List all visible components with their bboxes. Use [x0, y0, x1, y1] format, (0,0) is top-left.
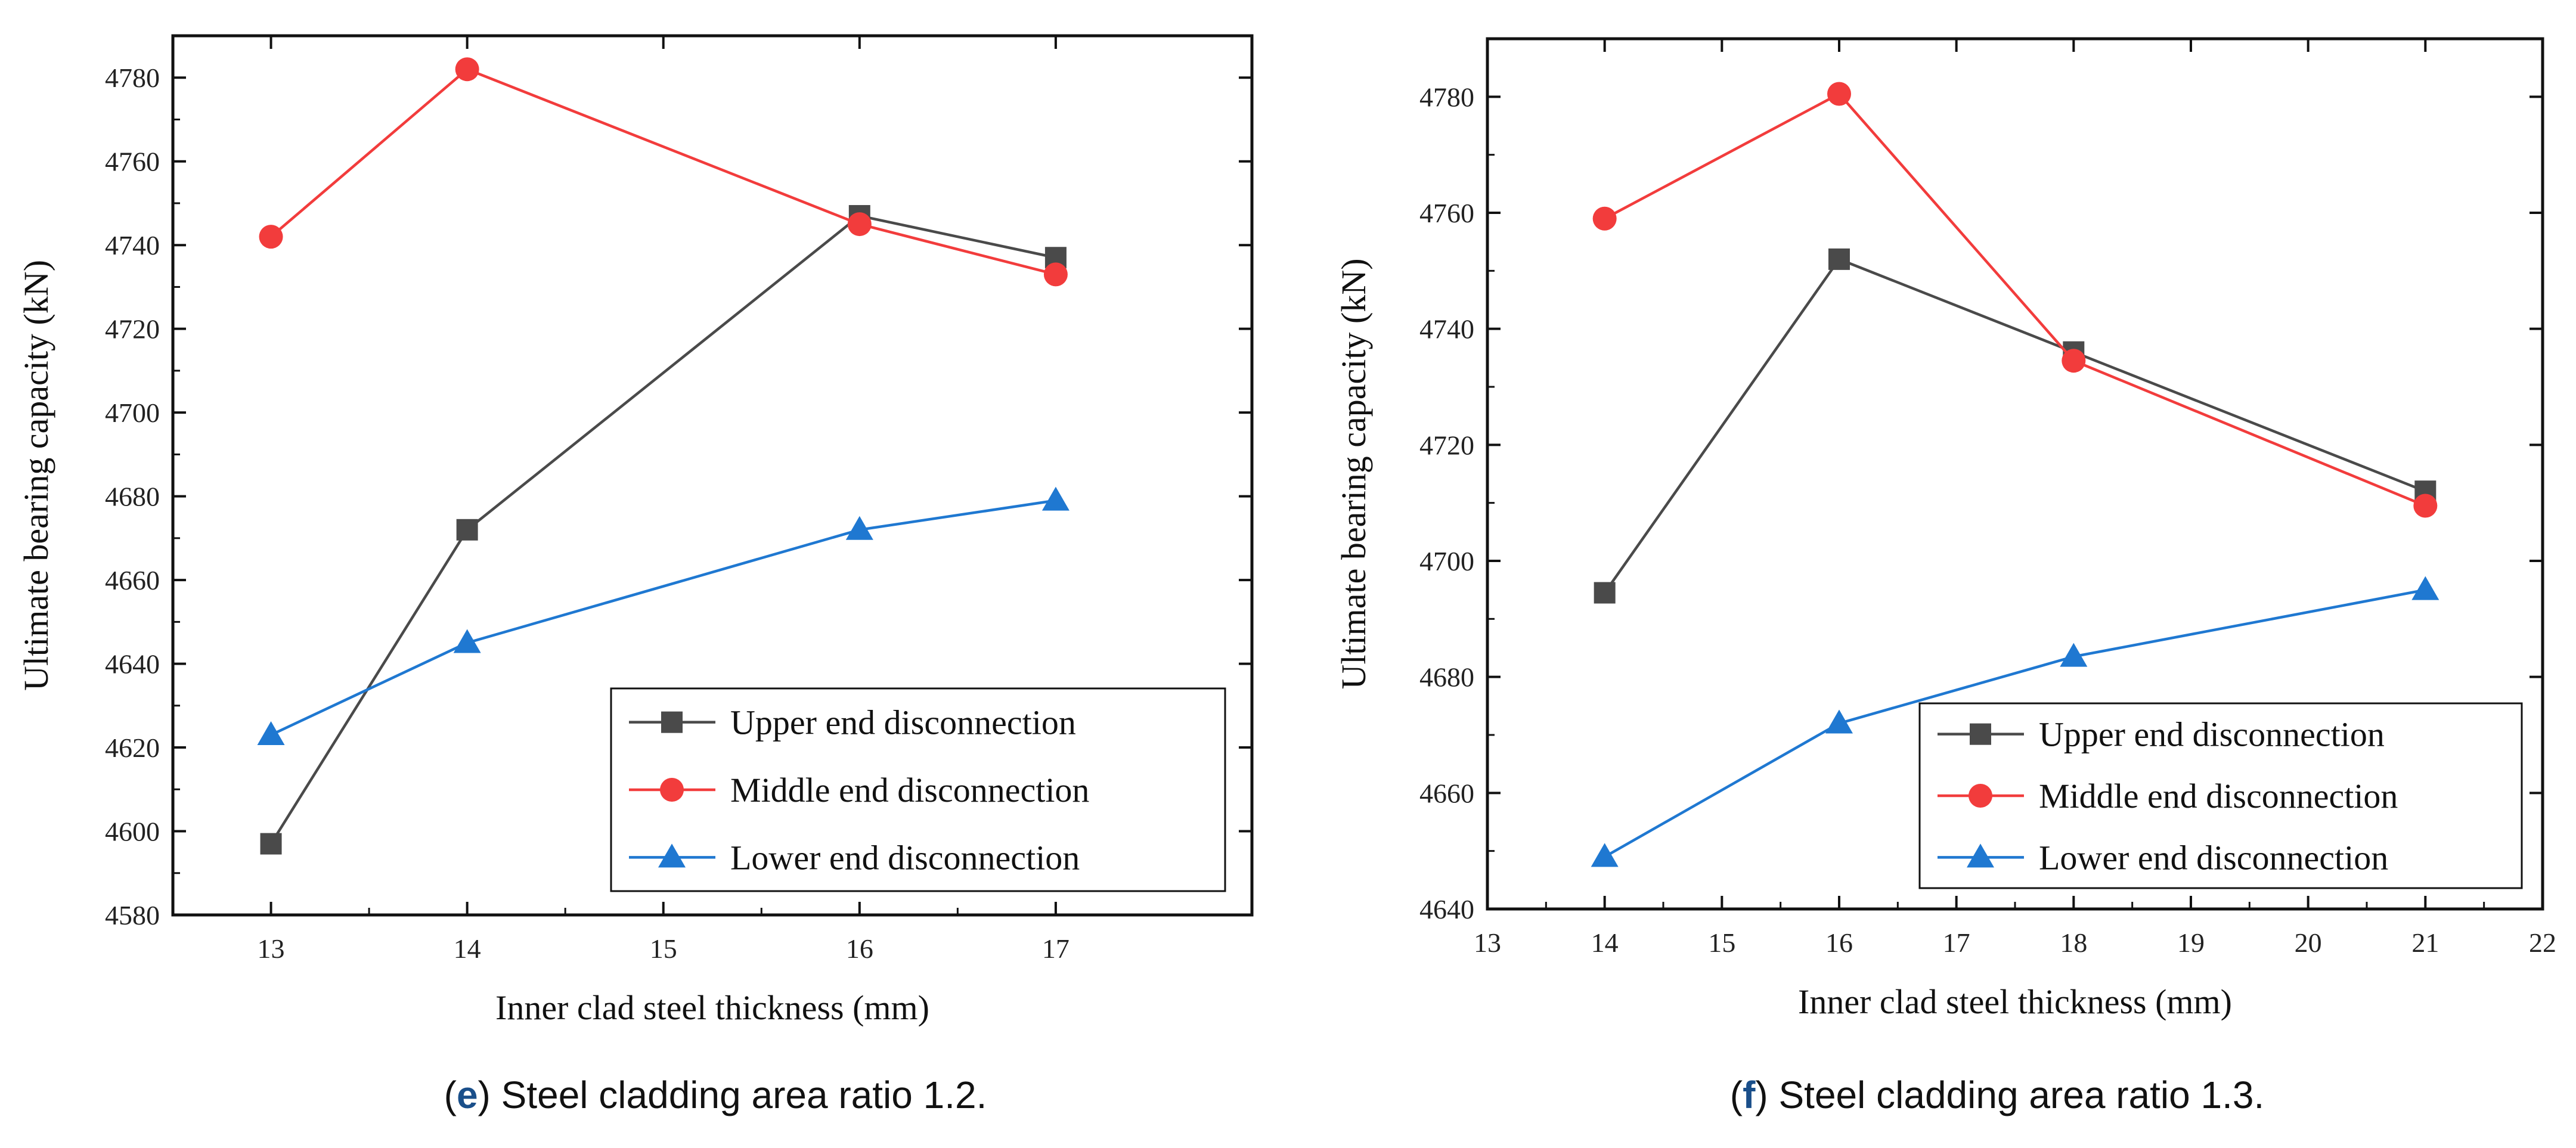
data-point	[2411, 576, 2439, 600]
data-point	[845, 516, 873, 540]
data-point	[2060, 643, 2088, 667]
legend-item-lower-end-disconnection: Lower end disconnection	[629, 838, 1080, 877]
chart-f: 13 14 15 16 17 18 19 20 21 22 4640 4660 4680 4700 4720…	[1334, 37, 2556, 1021]
y-tick-label: 4640	[105, 649, 160, 680]
y-tick-label: 4600	[105, 817, 160, 847]
y-axis-label: Ultimate bearing capacity (kN)	[17, 260, 55, 691]
x-axis-label: Inner clad steel thickness (mm)	[1798, 982, 2232, 1021]
x-tick-label: 16	[1825, 927, 1853, 958]
x-tick-label: 19	[2177, 927, 2205, 958]
caption-text-f: Steel cladding area ratio 1.3.	[1768, 1073, 2265, 1116]
data-point	[847, 212, 872, 237]
x-axis-label: Inner clad steel thickness (mm)	[495, 988, 929, 1027]
data-point	[2062, 349, 2086, 373]
legend-marker	[660, 778, 684, 802]
x-tick-label: 14	[1591, 927, 1619, 958]
data-point	[1592, 206, 1617, 231]
y-tick-label: 4660	[1419, 778, 1474, 808]
x-tick-label: 16	[846, 933, 873, 964]
legend-label: Lower end disconnection	[2039, 838, 2388, 877]
y-tick-label: 4760	[105, 147, 160, 177]
series-lower-end-disconnection	[1591, 576, 2439, 867]
x-tick-label: 17	[1042, 933, 1070, 964]
x-tick-label: 13	[258, 933, 285, 964]
y-tick-label: 4700	[105, 398, 160, 428]
data-point	[453, 629, 481, 653]
data-point	[259, 225, 283, 249]
y-tick-label: 4740	[105, 230, 160, 260]
y-tick-label: 4720	[105, 314, 160, 345]
legend-label: Lower end disconnection	[730, 838, 1080, 877]
legend-label: Upper end disconnection	[2039, 715, 2385, 754]
legend-label: Middle end disconnection	[2039, 777, 2398, 815]
y-tick-label: 4680	[1419, 662, 1474, 693]
y-axis-label: Ultimate bearing capacity (kN)	[1334, 258, 1373, 689]
legend-label: Middle end disconnection	[730, 771, 1089, 809]
legend: Upper end disconnection Middle end discon…	[1918, 702, 2523, 889]
legend-item-middle-end-disconnection: Middle end disconnection	[1938, 777, 2398, 815]
y-tick-label: 4640	[1419, 894, 1474, 924]
plot-frame	[171, 34, 1254, 917]
legend-marker	[658, 843, 686, 868]
caption-text-e: Steel cladding area ratio 1.2.	[490, 1073, 987, 1116]
data-point	[1043, 262, 1068, 287]
legend: Upper end disconnection Middle end discon…	[610, 687, 1226, 892]
y-tick-label: 4620	[105, 733, 160, 763]
x-tick-label: 15	[1708, 927, 1735, 958]
legend-label: Upper end disconnection	[730, 703, 1076, 742]
x-tick-label: 21	[2411, 927, 2439, 958]
data-point	[1591, 843, 1619, 867]
x-tick-label: 22	[2529, 927, 2556, 958]
series-line	[1603, 257, 2426, 594]
data-point	[1041, 486, 1070, 511]
y-tick-label: 4780	[1419, 82, 1474, 112]
data-point	[1828, 248, 1850, 270]
series-line	[269, 214, 1056, 845]
data-point	[456, 519, 478, 541]
y-tick-label: 4660	[105, 565, 160, 595]
legend-item-lower-end-disconnection: Lower end disconnection	[1938, 838, 2388, 877]
legend-marker	[661, 711, 683, 733]
data-point	[257, 721, 285, 745]
x-tick-label: 17	[1943, 927, 1970, 958]
series-line	[270, 499, 1056, 737]
x-tick-label: 13	[1474, 927, 1501, 958]
y-tick-label: 4780	[105, 63, 160, 93]
series-upper-end-disconnection	[1594, 248, 2436, 604]
y-tick-label: 4580	[105, 900, 160, 930]
series-line	[1604, 92, 2426, 507]
series-lower-end-disconnection	[257, 486, 1070, 745]
x-tick-label: 15	[650, 933, 677, 964]
series-line	[270, 67, 1056, 276]
data-point	[1825, 709, 1853, 734]
y-tick-label: 4680	[105, 482, 160, 512]
chart-e: 13 14 15 16 17 4580 4600 4620 4640 4660 4680 4700 47…	[17, 34, 1254, 1027]
y-tick-label: 4740	[1419, 314, 1474, 345]
data-point	[455, 57, 479, 82]
caption-e: (e) Steel cladding area ratio 1.2.	[444, 1073, 987, 1116]
x-tick-label: 14	[454, 933, 481, 964]
y-tick-label: 4700	[1419, 546, 1474, 576]
data-point	[1594, 582, 1616, 604]
data-point	[2413, 494, 2438, 518]
y-tick-label: 4760	[1419, 198, 1474, 228]
y-tick-label: 4720	[1419, 430, 1474, 460]
series-middle-end-disconnection	[259, 57, 1068, 287]
caption-letter-e: e	[456, 1073, 478, 1116]
caption-letter-f: f	[1743, 1073, 1756, 1116]
legend-item-middle-end-disconnection: Middle end disconnection	[629, 771, 1089, 809]
x-tick-label: 20	[2295, 927, 2322, 958]
caption-f: (f) Steel cladding area ratio 1.3.	[1729, 1073, 2265, 1116]
data-point	[260, 833, 282, 855]
series-middle-end-disconnection	[1592, 82, 2438, 518]
legend-item-upper-end-disconnection: Upper end disconnection	[629, 703, 1076, 742]
legend-item-upper-end-disconnection: Upper end disconnection	[1938, 715, 2385, 754]
data-point	[1827, 82, 1851, 106]
legend-marker	[1967, 843, 1994, 868]
legend-marker	[1970, 723, 1991, 745]
x-tick-label: 18	[2060, 927, 2087, 958]
legend-marker	[1969, 784, 1992, 808]
series-line	[1604, 588, 2426, 858]
